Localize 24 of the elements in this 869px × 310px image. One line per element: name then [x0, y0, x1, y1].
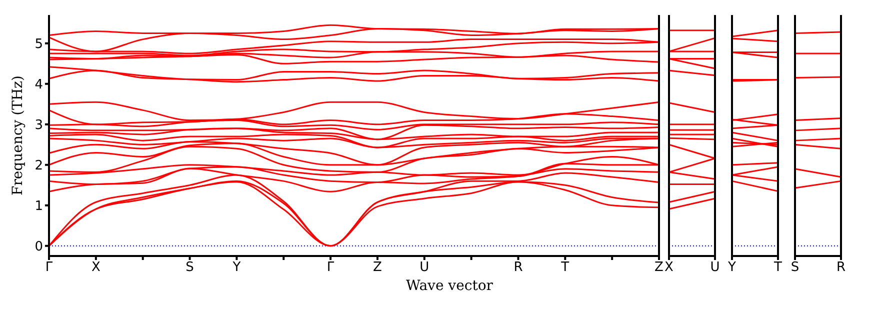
- x-tick-label: U: [710, 260, 720, 276]
- x-tick-label: Y: [232, 260, 241, 276]
- x-tick-label: Γ: [45, 260, 54, 276]
- x-tick-label: T: [773, 260, 782, 276]
- y-tick-label: 0: [34, 239, 43, 254]
- y-axis-title: Frequency (THz): [10, 75, 26, 196]
- y-tick-label: 4: [34, 77, 43, 92]
- x-tick-label: R: [836, 260, 846, 276]
- x-tick-label: X: [91, 260, 100, 276]
- x-tick-label: X: [664, 260, 674, 276]
- x-tick-label: S: [790, 260, 800, 276]
- x-tick-label: Y: [727, 260, 736, 276]
- y-tick-label: 1: [34, 198, 43, 214]
- x-tick-label: Γ: [326, 260, 335, 276]
- x-tick-label: T: [560, 260, 570, 276]
- y-tick-label: 3: [34, 118, 43, 133]
- x-tick-label: R: [514, 260, 523, 276]
- x-axis-title: Wave vector: [405, 278, 494, 294]
- x-tick-label: U: [420, 260, 430, 276]
- x-tick-label: S: [186, 260, 194, 276]
- y-tick-label: 5: [34, 36, 43, 52]
- x-tick-label: Z: [373, 260, 382, 276]
- x-tick-label: Z: [654, 260, 664, 276]
- y-tick-label: 2: [34, 158, 43, 174]
